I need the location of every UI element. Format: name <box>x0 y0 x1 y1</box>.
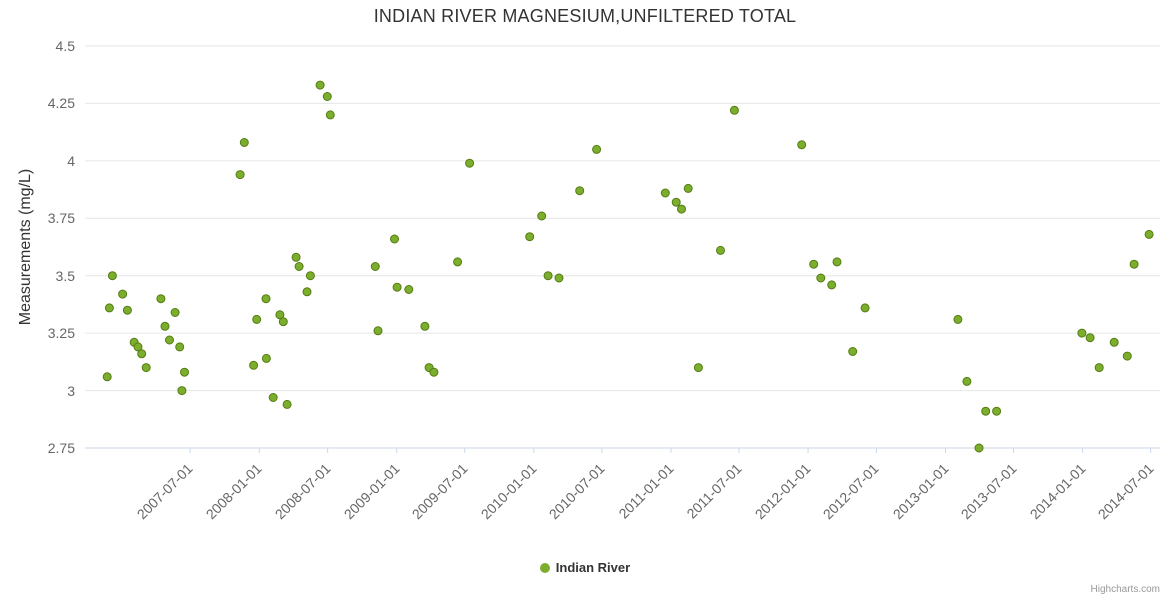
data-point[interactable] <box>170 308 180 317</box>
data-point[interactable] <box>1144 229 1154 239</box>
data-point[interactable] <box>671 197 681 207</box>
data-point[interactable] <box>175 342 185 352</box>
data-point[interactable] <box>252 314 262 324</box>
chart-title: INDIAN RIVER MAGNESIUM,UNFILTERED TOTAL <box>373 6 797 26</box>
data-point[interactable] <box>370 262 380 271</box>
highcharts-credits-link[interactable]: Highcharts.com <box>1090 584 1160 595</box>
data-point[interactable] <box>1085 333 1095 343</box>
data-point[interactable] <box>261 353 271 363</box>
data-point[interactable] <box>261 294 271 304</box>
data-point[interactable] <box>827 280 837 290</box>
data-point[interactable] <box>133 342 143 352</box>
legend-marker-icon <box>539 562 550 573</box>
data-point[interactable] <box>683 183 693 193</box>
data-point[interactable] <box>797 140 807 150</box>
y-axis-label: 4.25 <box>47 95 75 112</box>
data-point[interactable] <box>122 305 132 315</box>
data-point[interactable] <box>315 80 325 90</box>
data-point[interactable] <box>118 289 128 299</box>
data-point[interactable] <box>322 92 332 101</box>
data-point[interactable] <box>693 363 703 373</box>
data-point[interactable] <box>420 321 430 331</box>
data-point[interactable] <box>848 347 858 356</box>
data-point[interactable] <box>107 271 117 281</box>
data-point[interactable] <box>404 285 414 294</box>
data-point[interactable] <box>141 363 151 373</box>
data-point[interactable] <box>575 186 585 196</box>
data-point[interactable] <box>453 257 463 267</box>
data-point[interactable] <box>102 372 112 382</box>
y-axis-label: 3 <box>67 382 75 399</box>
data-point[interactable] <box>160 321 170 331</box>
data-point[interactable] <box>180 367 189 377</box>
y-axis-label: 2.75 <box>47 440 75 456</box>
data-point[interactable] <box>816 273 826 283</box>
data-point[interactable] <box>465 158 475 168</box>
data-point[interactable] <box>953 314 963 324</box>
data-point[interactable] <box>177 386 187 396</box>
data-point[interactable] <box>294 262 304 271</box>
data-point[interactable] <box>729 105 739 115</box>
data-point[interactable] <box>981 406 991 416</box>
data-point[interactable] <box>137 349 147 359</box>
y-axis-label: 3.5 <box>55 267 75 284</box>
data-point[interactable] <box>392 282 402 292</box>
data-point[interactable] <box>962 376 972 386</box>
data-point[interactable] <box>302 287 312 297</box>
y-axis-label: 3.75 <box>47 210 75 227</box>
data-point[interactable] <box>165 335 174 345</box>
data-point[interactable] <box>325 110 335 120</box>
legend-label: Indian River <box>555 560 631 575</box>
data-point[interactable] <box>832 257 842 267</box>
data-point[interactable] <box>716 245 725 255</box>
data-point[interactable] <box>390 234 399 244</box>
legend: Indian River <box>0 560 1170 575</box>
data-point[interactable] <box>1077 328 1087 338</box>
data-point[interactable] <box>592 144 602 154</box>
data-point[interactable] <box>249 360 259 370</box>
data-point[interactable] <box>104 303 114 313</box>
data-point[interactable] <box>429 367 439 377</box>
data-point[interactable] <box>1129 259 1139 269</box>
data-point[interactable] <box>156 294 166 304</box>
data-point[interactable] <box>1094 363 1104 373</box>
y-axis-label: 4.5 <box>55 38 75 54</box>
data-point[interactable] <box>239 138 249 147</box>
data-point[interactable] <box>278 317 288 327</box>
data-point[interactable] <box>554 273 564 283</box>
data-point[interactable] <box>543 271 553 281</box>
data-point[interactable] <box>809 259 819 269</box>
data-point[interactable] <box>282 399 292 409</box>
data-point[interactable] <box>1122 351 1132 361</box>
data-point[interactable] <box>268 393 278 402</box>
data-point[interactable] <box>677 204 686 214</box>
legend-item-indian-river[interactable]: Indian River <box>539 560 631 575</box>
data-point[interactable] <box>305 271 315 281</box>
data-point[interactable] <box>235 170 245 180</box>
data-point[interactable] <box>373 326 383 336</box>
y-axis-label: 3.25 <box>47 325 75 342</box>
data-point[interactable] <box>525 232 535 242</box>
data-point[interactable] <box>537 211 547 221</box>
data-point[interactable] <box>660 188 670 198</box>
data-point[interactable] <box>974 443 984 453</box>
data-point[interactable] <box>992 406 1002 416</box>
data-point[interactable] <box>291 252 301 262</box>
data-point[interactable] <box>1109 337 1119 347</box>
y-axis-label: 4 <box>67 152 75 169</box>
data-point[interactable] <box>860 303 870 313</box>
